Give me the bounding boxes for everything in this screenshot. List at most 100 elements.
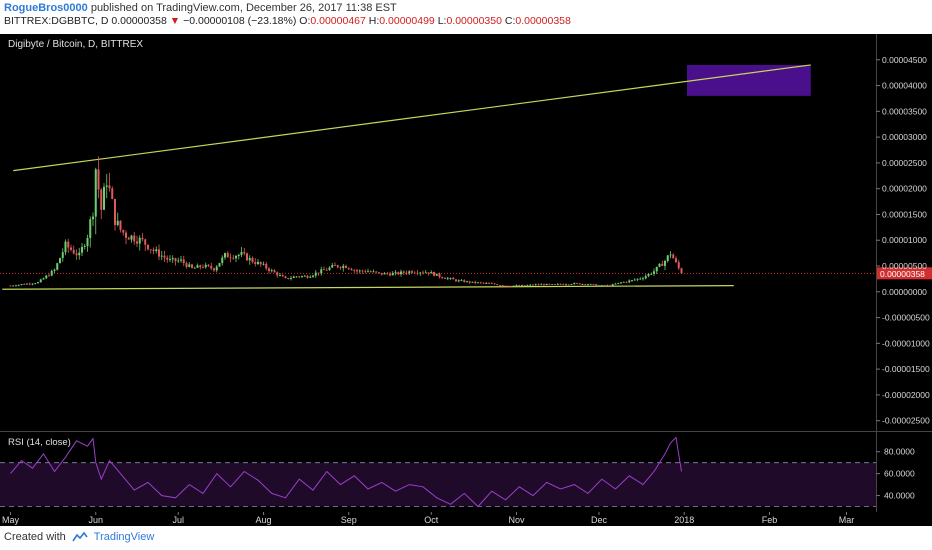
candle-down xyxy=(482,282,485,284)
candle-down xyxy=(48,275,50,277)
upper-trendline[interactable] xyxy=(13,64,811,172)
candle-up xyxy=(669,254,672,256)
price-scale[interactable] xyxy=(876,34,932,431)
candle-up xyxy=(218,263,221,267)
candle-down xyxy=(114,198,116,226)
candle-up xyxy=(301,276,303,277)
down-arrow-icon: ▼ xyxy=(169,15,181,27)
candle-down xyxy=(661,263,664,266)
candle-down xyxy=(75,253,78,256)
candle-up xyxy=(457,280,460,282)
candle-up xyxy=(303,275,306,277)
candle-down xyxy=(210,265,213,269)
candle-up xyxy=(240,252,243,255)
candle-up xyxy=(628,280,631,283)
time-tick-label: Nov xyxy=(508,515,525,525)
candle-down xyxy=(677,262,680,269)
candle-up xyxy=(20,284,23,285)
candle-up xyxy=(31,283,34,285)
candle-down xyxy=(144,239,147,245)
candle-up xyxy=(540,284,543,286)
candle-down xyxy=(72,249,75,254)
candle-up xyxy=(105,185,108,187)
candle-up xyxy=(193,267,196,269)
time-tick-label: Jun xyxy=(88,515,103,525)
candle-up xyxy=(342,265,345,269)
author-link[interactable]: RogueBros0000 xyxy=(4,2,88,14)
candle-down xyxy=(100,189,103,210)
candle-up xyxy=(12,285,15,287)
candle-up xyxy=(26,283,28,285)
candle-down xyxy=(317,272,320,274)
price-change: −0.00000108 (−23.18%) xyxy=(183,15,297,27)
candle-down xyxy=(463,280,466,283)
candle-down xyxy=(438,273,441,278)
rsi-tick-label: 80.0000 xyxy=(884,447,915,457)
candle-down xyxy=(499,285,501,286)
candle-up xyxy=(477,282,479,284)
price-chart[interactable]: Digibyte / Bitcoin, D, BITTREX RSI (14, … xyxy=(0,30,932,528)
price-tick-label: -0.00002500 xyxy=(882,416,930,426)
candle-up xyxy=(565,284,567,286)
candle-down xyxy=(125,232,127,238)
candle-up xyxy=(290,278,292,279)
candle-up xyxy=(581,284,584,285)
candle-up xyxy=(237,254,240,257)
candle-down xyxy=(496,284,499,286)
candle-up xyxy=(257,261,259,264)
candle-up xyxy=(17,284,20,286)
time-tick-label: Feb xyxy=(762,515,778,525)
candle-down xyxy=(361,270,364,272)
time-axis[interactable] xyxy=(0,512,932,526)
candle-up xyxy=(485,282,488,284)
candle-up xyxy=(160,255,163,257)
candle-down xyxy=(97,169,100,190)
candle-down xyxy=(149,249,152,251)
candle-up xyxy=(279,275,281,276)
candle-down xyxy=(554,284,556,285)
price-pane[interactable] xyxy=(0,34,876,431)
tradingview-logo-icon xyxy=(72,532,88,542)
candle-down xyxy=(199,265,202,268)
candle-up xyxy=(92,216,94,220)
target-zone-box[interactable] xyxy=(687,64,811,96)
low-label: L: xyxy=(437,15,447,27)
candle-down xyxy=(378,272,380,274)
candle-down xyxy=(185,263,188,267)
candle-down xyxy=(452,278,455,280)
rsi-tick-label: 40.0000 xyxy=(884,491,915,501)
candle-down xyxy=(490,283,493,285)
chart-title: Digibyte / Bitcoin, D, BITTREX xyxy=(8,39,143,50)
candle-up xyxy=(235,256,237,259)
candle-up xyxy=(647,273,650,277)
candle-down xyxy=(411,271,413,273)
candle-down xyxy=(122,229,125,233)
candle-down xyxy=(111,188,114,199)
candle-down xyxy=(397,272,400,275)
candle-up xyxy=(653,271,655,274)
price-tick-label: 0.00003000 xyxy=(882,132,927,142)
price-tick-label: 0.00001000 xyxy=(882,235,927,245)
tradingview-link[interactable]: TradingView xyxy=(93,531,155,543)
candle-up xyxy=(309,276,312,278)
lower-trendline[interactable] xyxy=(2,285,734,290)
last-price-label: 0.00000358 xyxy=(880,269,925,279)
candle-down xyxy=(70,247,72,250)
candle-up xyxy=(664,261,666,266)
candle-down xyxy=(243,252,246,254)
candle-down xyxy=(265,263,268,269)
candle-down xyxy=(386,273,389,274)
candle-up xyxy=(116,220,119,226)
candle-down xyxy=(584,284,587,285)
rsi-scale[interactable] xyxy=(876,432,932,512)
candle-up xyxy=(529,284,532,286)
candle-down xyxy=(163,255,166,258)
ohlc-legend: BITTREX:DGBBTC, D 0.00000358 ▼ −0.000001… xyxy=(4,15,571,27)
candle-up xyxy=(56,263,59,270)
candle-up xyxy=(312,275,314,277)
candle-down xyxy=(207,264,210,266)
rsi-line xyxy=(10,436,682,508)
candle-down xyxy=(479,282,482,284)
candle-down xyxy=(284,276,287,279)
candle-down xyxy=(306,275,309,278)
